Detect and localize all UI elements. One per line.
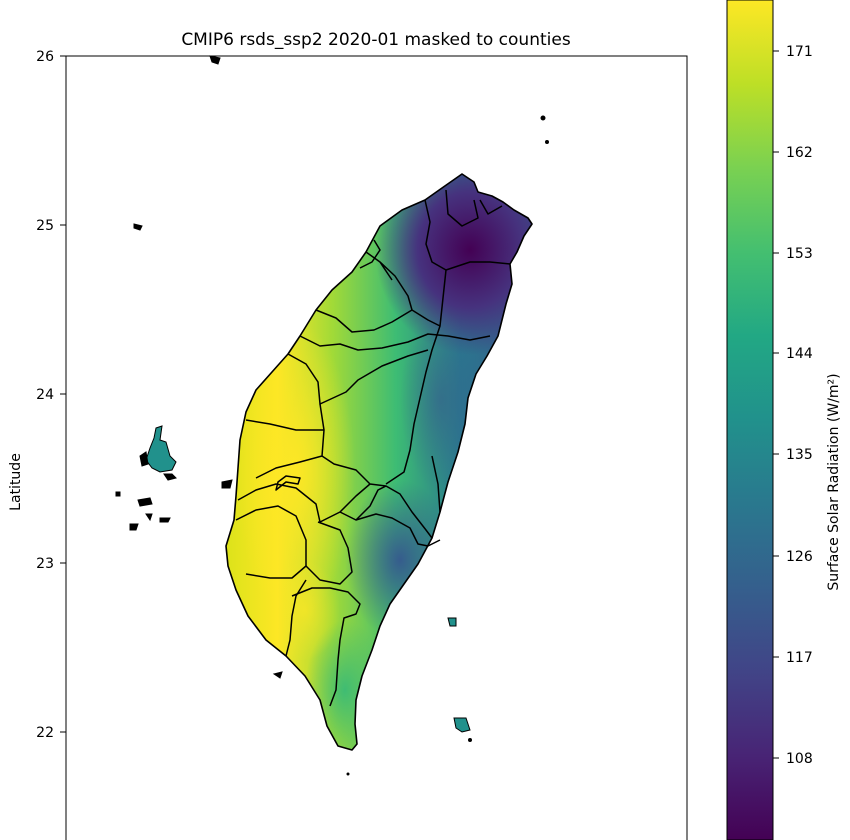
colorbar-tick-label: 171 — [786, 44, 813, 60]
colorbar-label: Surface Solar Radiation (W/m²) — [826, 373, 842, 590]
colorbar-tick-label: 153 — [786, 246, 813, 262]
lat-tick-label: 26 — [36, 49, 54, 65]
small-islands — [133, 55, 549, 776]
colorbar-gradient — [726, 0, 774, 840]
lat-tick-label: 22 — [36, 725, 54, 741]
colorbar-tick-label: 135 — [786, 447, 813, 463]
colorbar: 171 162 153 144 135 126 117 108 Surface … — [726, 0, 842, 840]
chart-title: CMIP6 rsds_ssp2 2020-01 masked to counti… — [181, 30, 571, 50]
lat-tick-label: 23 — [36, 556, 54, 572]
colorbar-tick-label: 144 — [786, 346, 813, 362]
colorbar-ticks: 171 162 153 144 135 126 117 108 — [773, 44, 813, 767]
colorbar-tick-label: 162 — [786, 145, 813, 161]
lat-tick-label: 24 — [36, 387, 54, 403]
lat-ticks: 26 25 24 23 22 — [36, 49, 66, 741]
penghu-islands — [115, 425, 177, 531]
colorbar-tick-label: 117 — [786, 650, 813, 666]
colorbar-tick-label: 108 — [786, 751, 813, 767]
y-axis-label: Latitude — [8, 453, 24, 511]
colorbar-tick-label: 126 — [786, 549, 813, 565]
county-boundaries — [235, 189, 511, 707]
lat-tick-label: 25 — [36, 218, 54, 234]
